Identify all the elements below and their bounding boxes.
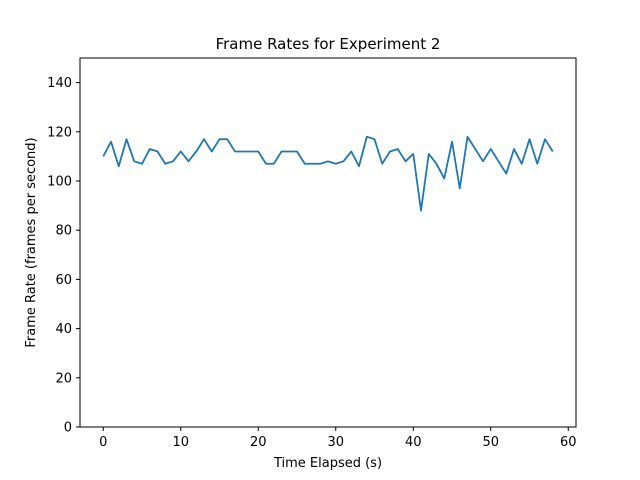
x-tick-label: 10 — [172, 435, 189, 450]
y-tick-label: 40 — [55, 322, 72, 337]
x-tick-label: 0 — [99, 435, 107, 450]
y-tick-label: 60 — [55, 273, 72, 288]
y-tick-label: 0 — [64, 421, 72, 436]
series-line — [102, 135, 554, 212]
x-axis-label: Time Elapsed (s) — [273, 456, 382, 471]
plot-frame — [79, 57, 577, 428]
y-tick-label: 80 — [55, 224, 72, 239]
x-tick-label: 60 — [560, 435, 577, 450]
y-axis-ticks: 0 20 40 60 80 100 120 140 — [47, 76, 80, 436]
y-tick-label: 100 — [47, 175, 72, 190]
x-tick-label: 30 — [327, 435, 344, 450]
x-tick-label: 20 — [250, 435, 267, 450]
x-axis-ticks: 0 10 20 30 40 50 60 — [99, 427, 577, 450]
x-tick-label: 50 — [482, 435, 499, 450]
x-tick-label: 40 — [405, 435, 422, 450]
y-axis-label: Frame Rate (frames per second) — [24, 137, 39, 347]
y-tick-label: 20 — [55, 371, 72, 386]
y-tick-label: 140 — [47, 76, 72, 91]
y-tick-label: 120 — [47, 125, 72, 140]
chart-title: Frame Rates for Experiment 2 — [216, 35, 441, 53]
